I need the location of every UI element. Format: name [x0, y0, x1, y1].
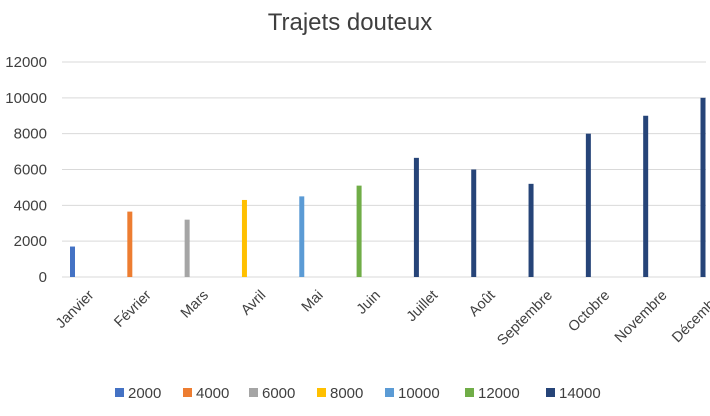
legend-swatch-3: [317, 388, 326, 397]
x-axis-ticks: Janvier Février Mars Avril Mai Juin Juillet Aoû…: [53, 287, 710, 349]
y-tick-label: 6000: [14, 162, 47, 179]
legend-swatch-5: [465, 388, 474, 397]
y-tick-label: 8000: [14, 126, 47, 143]
bar-5: [356, 185, 362, 277]
legend-label: 12000: [478, 385, 520, 402]
legend-swatch-6: [546, 388, 555, 397]
x-tick-label: Octobre: [565, 288, 613, 336]
chart-title: Trajets douteux: [268, 9, 433, 36]
bar-3: [241, 199, 247, 277]
bar-4: [299, 196, 305, 277]
legend-swatch-1: [183, 388, 192, 397]
bar-10: [643, 115, 649, 277]
x-tick-label: Septembre: [494, 288, 555, 349]
y-tick-label: 10000: [5, 90, 47, 107]
legend-label: 4000: [196, 385, 229, 402]
y-tick-label: 12000: [5, 54, 47, 71]
y-tick-label: 0: [39, 269, 47, 286]
x-tick-label: Novembre: [612, 288, 671, 347]
legend-label: 10000: [398, 385, 440, 402]
legend-label: 6000: [262, 385, 295, 402]
x-tick-label: Avril: [238, 288, 269, 319]
bar-0: [70, 246, 75, 277]
legend-swatch-2: [249, 388, 258, 397]
bar-2: [184, 219, 190, 277]
bar-1: [127, 211, 133, 277]
y-tick-label: 4000: [14, 197, 47, 214]
gridlines: [62, 61, 706, 278]
bar-8: [528, 183, 534, 277]
bar-11: [700, 97, 706, 277]
legend-swatch-0: [115, 388, 124, 397]
x-tick-label: Août: [466, 288, 498, 320]
legend-label: 14000: [559, 385, 601, 402]
x-tick-label: Mai: [299, 288, 327, 316]
x-tick-label: Février: [111, 287, 154, 330]
x-tick-label: Mars: [178, 288, 212, 322]
x-tick-label: Janvier: [53, 287, 97, 331]
legend-label: 8000: [330, 385, 363, 402]
x-tick-label: Juillet: [404, 288, 442, 326]
y-axis-ticks: 0 2000 4000 6000 8000 10000 12000: [5, 54, 47, 286]
bar-9: [585, 133, 591, 277]
legend-label: 2000: [128, 385, 161, 402]
legend-swatch-4: [385, 388, 394, 397]
y-tick-label: 2000: [14, 233, 47, 250]
bar-7: [471, 169, 477, 277]
x-tick-label: Décembre: [669, 288, 710, 347]
legend: 2000 4000 6000 8000 10000 12000 14000: [115, 385, 601, 402]
x-tick-label: Juin: [354, 288, 384, 318]
bar-6: [413, 157, 419, 277]
bars: [70, 97, 706, 277]
